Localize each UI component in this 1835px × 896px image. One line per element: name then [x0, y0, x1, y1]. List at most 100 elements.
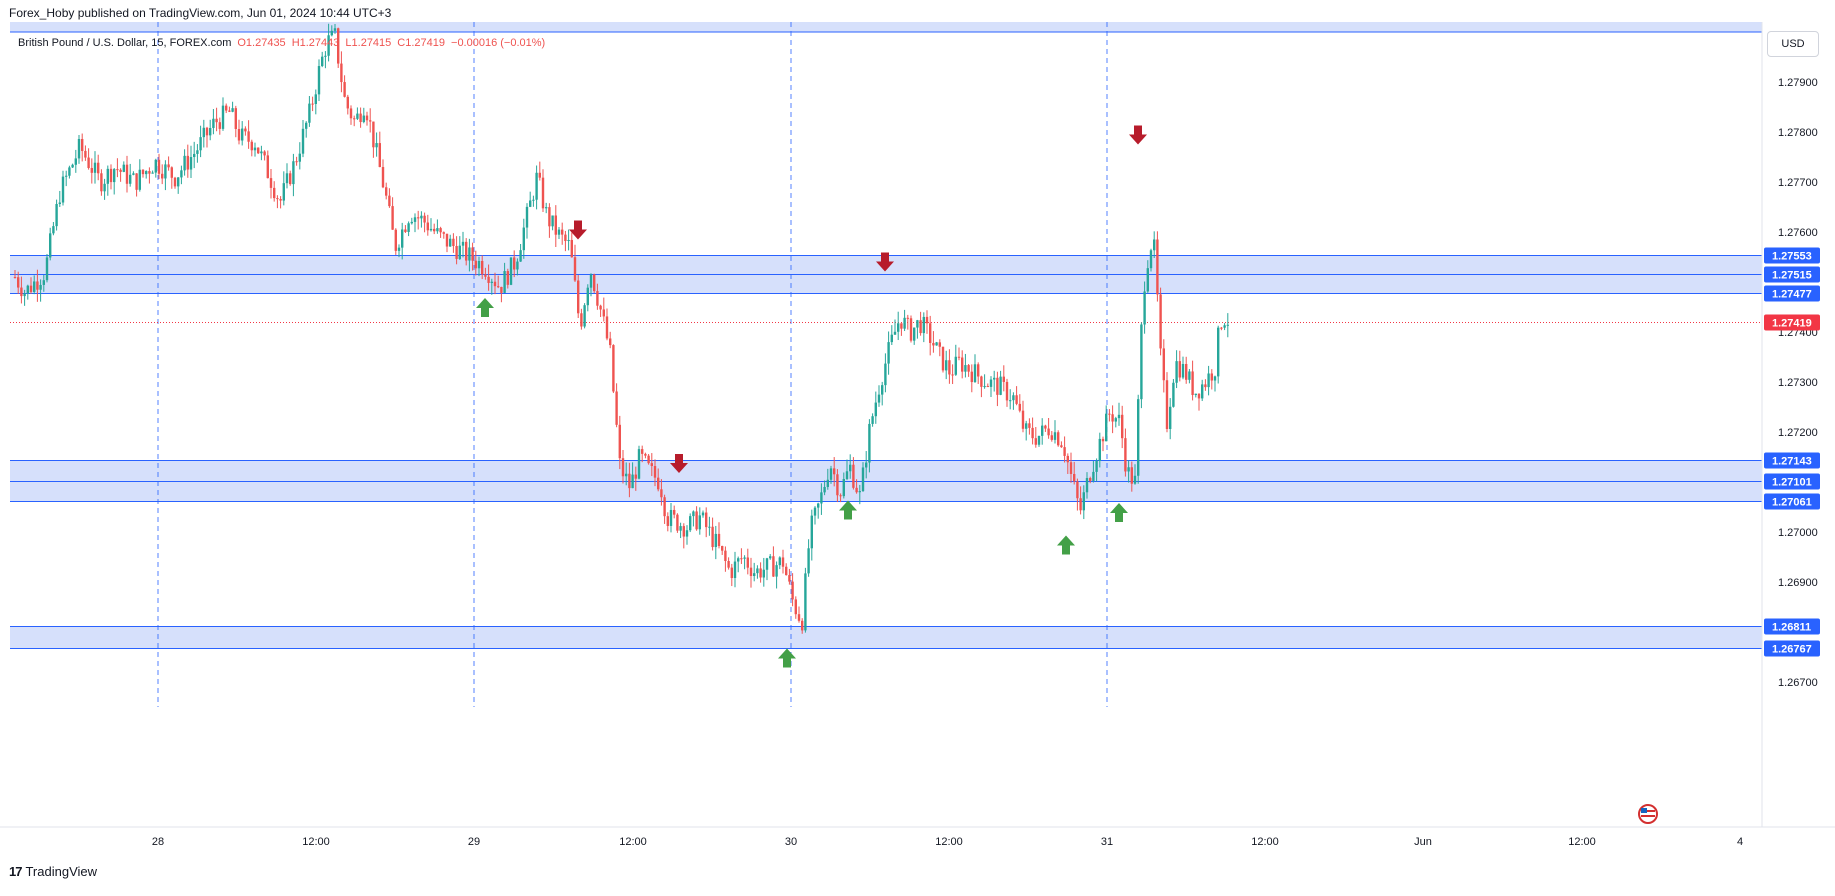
candle-body: [647, 455, 650, 464]
candle-body: [317, 66, 321, 95]
candle-body: [797, 614, 801, 621]
price-level-tag: [1764, 266, 1820, 283]
candle-body: [119, 169, 122, 172]
candle-body: [705, 512, 708, 528]
candle-body: [314, 94, 317, 104]
candle-body: [26, 285, 29, 294]
candle-body: [759, 568, 762, 578]
price-level-label: 1.27515: [1772, 270, 1812, 282]
candle-body: [609, 338, 612, 346]
candle-body: [1095, 461, 1098, 472]
candle-body: [81, 139, 84, 151]
candle-body: [1034, 438, 1037, 445]
x-tick-label: 30: [785, 836, 797, 848]
candle-body: [1220, 327, 1223, 329]
candle-body: [535, 172, 538, 200]
candle-body: [970, 371, 973, 383]
candle-body: [266, 155, 269, 179]
candle-body: [490, 281, 493, 283]
candle-body: [570, 239, 573, 258]
candle-body: [628, 473, 631, 489]
candle-body: [577, 280, 580, 314]
candle-body: [855, 487, 858, 493]
candle-body: [353, 118, 356, 120]
candle-body: [273, 187, 276, 199]
candle-body: [113, 169, 116, 183]
legend-high: H1.27443: [292, 37, 340, 49]
candle-body: [1201, 384, 1204, 399]
candle-body: [420, 215, 423, 219]
candle-body: [967, 365, 970, 372]
candle-body: [621, 458, 625, 477]
candle-body: [749, 567, 753, 577]
candle-body: [452, 238, 455, 247]
footer-brand-label: TradingView: [25, 864, 98, 879]
candle-body: [583, 305, 586, 327]
candle-body: [772, 556, 775, 577]
candle-body: [481, 260, 484, 275]
candle-body: [925, 316, 929, 324]
candle-body: [71, 164, 74, 168]
candle-body: [97, 162, 100, 174]
candle-body: [433, 228, 436, 232]
candle-body: [410, 221, 413, 224]
candle-body: [1172, 382, 1175, 407]
candle-body: [836, 474, 839, 496]
candle-body: [161, 173, 164, 179]
us-flag-canton: [1641, 808, 1647, 813]
sell-arrow-icon: [569, 220, 587, 240]
candle-body: [884, 363, 887, 386]
price-level-label: 1.27143: [1772, 456, 1812, 468]
candle-body: [983, 386, 986, 388]
x-tick-label: 12:00: [935, 836, 963, 848]
legend-close: C1.27419: [397, 37, 445, 49]
candle-body: [1018, 403, 1021, 411]
candle-body: [253, 147, 257, 151]
candle-body: [1178, 361, 1181, 378]
candle-body: [708, 526, 711, 528]
candle-body: [1204, 384, 1207, 388]
candle-body: [612, 345, 615, 392]
candle-body: [961, 357, 964, 372]
candle-body: [372, 121, 375, 148]
candle-body: [109, 168, 113, 183]
candle-body: [929, 323, 932, 343]
candle-body: [285, 173, 289, 184]
candle-body: [449, 238, 452, 247]
published-caption: Forex_Hoby published on TradingView.com,…: [9, 6, 392, 20]
candle-body: [954, 356, 957, 375]
candle-body: [823, 486, 826, 493]
candle-body: [765, 558, 769, 570]
candle-body: [122, 164, 125, 172]
candle-body: [74, 158, 77, 165]
candle-body: [205, 127, 209, 136]
candle-body: [397, 247, 401, 251]
candle-body: [666, 516, 669, 526]
candle-body: [935, 342, 938, 346]
sell-arrow-icon: [876, 252, 894, 272]
y-tick-label: 1.27300: [1778, 377, 1818, 389]
candle-body: [1050, 435, 1053, 440]
candle-body: [887, 342, 890, 364]
candle-body: [183, 155, 186, 171]
candle-body: [676, 514, 679, 531]
candle-body: [394, 229, 397, 251]
candle-body: [164, 164, 167, 179]
candle-body: [874, 402, 877, 417]
currency-button[interactable]: USD: [1767, 31, 1819, 57]
candle-body: [1021, 410, 1025, 429]
candle-body: [298, 153, 301, 162]
candle-body: [426, 222, 429, 231]
candle-body: [893, 331, 897, 335]
candle-body: [916, 320, 919, 328]
candle-body: [714, 533, 717, 548]
candle-body: [573, 257, 577, 281]
candle-body: [567, 239, 570, 242]
candle-body: [605, 316, 609, 339]
candle-body: [695, 511, 698, 530]
candle-body: [231, 108, 234, 112]
candle-body: [951, 374, 954, 376]
candle-body: [509, 257, 513, 285]
